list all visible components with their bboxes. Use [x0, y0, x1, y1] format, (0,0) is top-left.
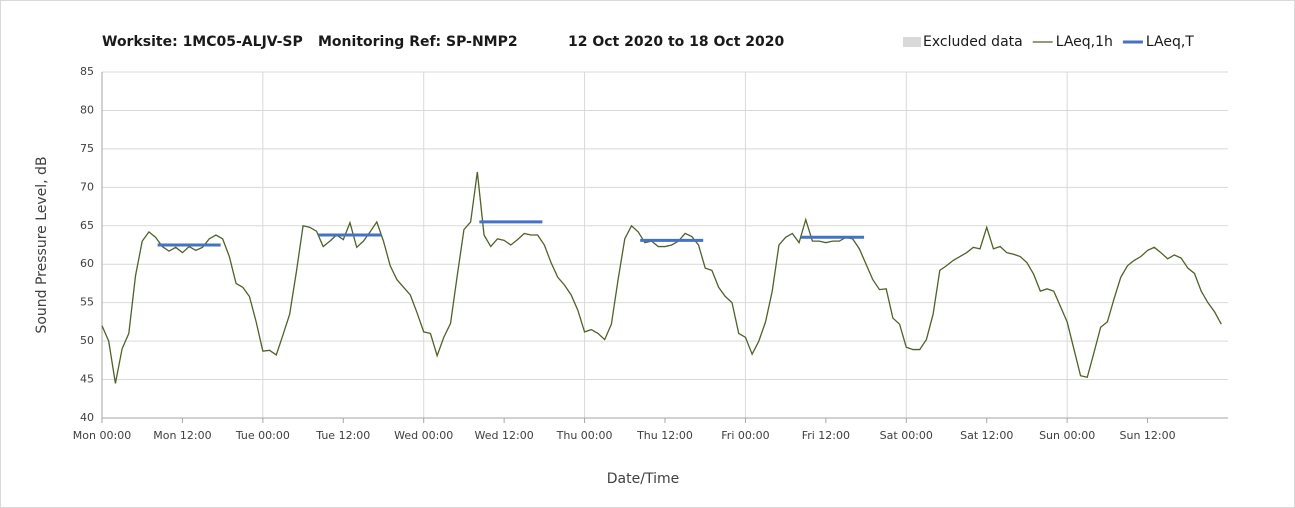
y-tick-label: 75 — [80, 142, 94, 155]
legend-label: LAeq,1h — [1056, 34, 1113, 50]
y-axis-label: Sound Pressure Level, dB — [34, 156, 50, 333]
x-tick-label: Wed 00:00 — [394, 429, 453, 442]
data-line — [101, 171, 1222, 384]
y-tick-label: 50 — [80, 334, 94, 347]
x-tick-label: Thu 12:00 — [636, 429, 693, 442]
chart-title: 12 Oct 2020 to 18 Oct 2020 — [568, 34, 784, 50]
x-tick-label: Fri 12:00 — [802, 429, 850, 442]
legend-swatch — [903, 37, 921, 47]
legend-label: Excluded data — [923, 34, 1023, 50]
y-tick-label: 40 — [80, 411, 94, 424]
x-tick-label: Sun 00:00 — [1039, 429, 1095, 442]
chart-title: Worksite: 1MC05-ALJV-SP — [102, 34, 303, 50]
y-tick-label: 70 — [80, 180, 94, 193]
x-tick-label: Mon 00:00 — [73, 429, 131, 442]
data-line — [157, 220, 865, 247]
x-tick-label: Sat 00:00 — [880, 429, 933, 442]
y-tick-label: 85 — [80, 65, 94, 78]
legend-label: LAeq,T — [1146, 34, 1194, 50]
x-tick-label: Sun 12:00 — [1120, 429, 1176, 442]
y-tick-label: 80 — [80, 103, 94, 116]
x-tick-label: Tue 00:00 — [235, 429, 290, 442]
y-tick-label: 55 — [80, 296, 94, 309]
x-tick-label: Thu 00:00 — [556, 429, 613, 442]
x-tick-label: Wed 12:00 — [475, 429, 534, 442]
y-tick-label: 45 — [80, 373, 94, 386]
x-tick-label: Sat 12:00 — [960, 429, 1013, 442]
x-tick-label: Mon 12:00 — [153, 429, 211, 442]
y-tick-label: 60 — [80, 257, 94, 270]
x-axis-label: Date/Time — [607, 471, 679, 487]
x-tick-label: Fri 00:00 — [721, 429, 769, 442]
x-tick-label: Tue 12:00 — [315, 429, 370, 442]
y-tick-label: 65 — [80, 219, 94, 232]
chart-title: Monitoring Ref: SP-NMP2 — [318, 34, 518, 50]
